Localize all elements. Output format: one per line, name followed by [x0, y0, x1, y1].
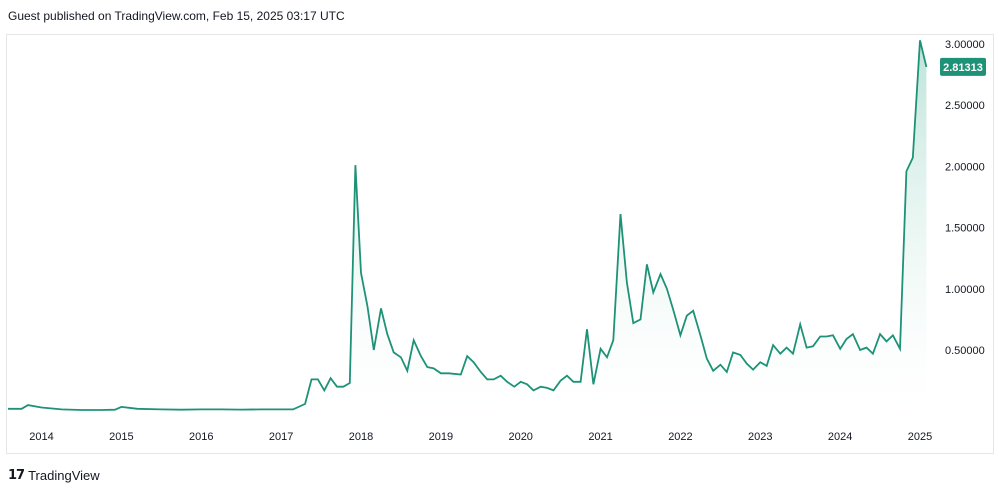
- x-tick-label: 2021: [588, 431, 612, 443]
- x-tick-label: 2024: [828, 431, 852, 443]
- y-axis: 0.50000 1.00000 1.50000 2.00000 2.50000 3.000…: [945, 39, 985, 357]
- y-tick-label: 1.50000: [945, 223, 985, 235]
- x-tick-label: 2022: [668, 431, 692, 443]
- y-tick-label: 2.00000: [945, 161, 985, 173]
- x-tick-label: 2019: [429, 431, 453, 443]
- x-tick-label: 2018: [349, 431, 373, 443]
- x-tick-label: 2023: [748, 431, 772, 443]
- x-tick-label: 2016: [189, 431, 213, 443]
- price-area: [8, 40, 927, 413]
- publication-info: Guest published on TradingView.com, Feb …: [8, 9, 345, 23]
- footer-branding: 17 TradingView: [8, 468, 100, 483]
- y-tick-label: 1.00000: [945, 284, 985, 296]
- x-tick-label: 2017: [269, 431, 293, 443]
- x-axis: 2014 2015 2016 2017 2018 2019 2020 2021 2022 2023…: [29, 431, 932, 443]
- y-tick-label: 0.50000: [945, 345, 985, 357]
- tradingview-logo-icon: 17: [8, 468, 25, 483]
- last-price-badge: 2.81313: [940, 57, 986, 76]
- x-tick-label: 2020: [508, 431, 532, 443]
- x-tick-label: 2014: [29, 431, 53, 443]
- x-tick-label: 2025: [908, 431, 932, 443]
- chart-frame: [6, 34, 994, 454]
- y-tick-label: 2.50000: [945, 100, 985, 112]
- x-tick-label: 2015: [109, 431, 133, 443]
- brand-name: TradingView: [28, 468, 100, 483]
- y-tick-label: 3.00000: [945, 39, 985, 51]
- last-price-label: 2.81313: [943, 62, 983, 74]
- price-line: [8, 40, 928, 411]
- price-chart[interactable]: 2014 2015 2016 2017 2018 2019 2020 2021 2022 2023…: [0, 0, 1000, 460]
